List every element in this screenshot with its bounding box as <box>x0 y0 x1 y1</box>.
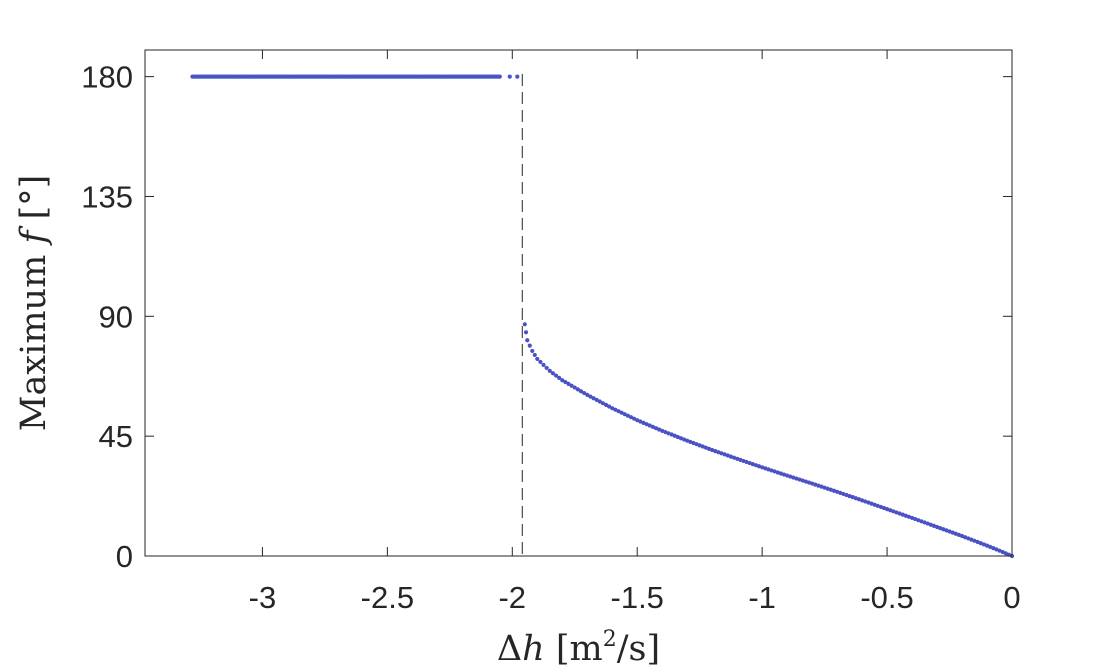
x-tick-label: -0.5 <box>860 580 913 615</box>
data-point <box>538 359 543 365</box>
data-point <box>550 371 555 376</box>
data-point <box>541 362 546 368</box>
y-tick-label: 90 <box>99 299 133 334</box>
data-point <box>597 399 602 404</box>
y-tick-label: 180 <box>81 60 133 95</box>
data-point <box>616 409 621 414</box>
y-tick-label: 0 <box>116 539 133 574</box>
data-point <box>527 343 532 348</box>
data-point <box>525 338 530 343</box>
data-point <box>610 406 615 411</box>
data-point <box>497 74 502 79</box>
data-point <box>572 385 577 390</box>
data-point <box>578 389 584 394</box>
data-point <box>560 378 565 383</box>
x-tick-label: -1 <box>748 580 776 615</box>
x-tick-label: -2 <box>498 580 526 615</box>
data-point <box>532 352 537 358</box>
data-point <box>544 365 549 371</box>
data-point <box>600 401 605 406</box>
data-point <box>613 407 618 412</box>
axis-ticks: -3 -2.5 -2 -1.5 -1 -0.5 0 0 45 90 135 180 <box>81 50 1021 615</box>
data-point <box>582 390 587 396</box>
data-point <box>603 402 609 407</box>
data-point <box>594 397 599 402</box>
data-point <box>631 416 637 421</box>
plot-box <box>144 49 1013 557</box>
x-tick-label: -2.5 <box>361 580 414 615</box>
data-point <box>535 356 540 362</box>
x-tick-label: 0 <box>1003 580 1020 615</box>
data-point <box>628 415 634 420</box>
y-tick-label: 135 <box>81 179 133 214</box>
data-point <box>569 383 574 388</box>
plot-area <box>144 49 1013 557</box>
data-point <box>566 381 571 386</box>
data-point <box>523 330 529 335</box>
data-point <box>515 74 520 79</box>
x-tick-label: -1.5 <box>611 580 664 615</box>
data-point <box>622 412 627 417</box>
data-point <box>547 368 552 374</box>
data-point <box>575 387 580 392</box>
data-point <box>619 410 624 415</box>
y-axis-label: Maximum f [°] <box>14 175 54 432</box>
data-point <box>591 396 596 401</box>
data-point <box>607 404 612 409</box>
data-point <box>522 322 527 327</box>
y-tick-label: 45 <box>99 419 133 454</box>
data-point <box>563 379 568 385</box>
data-point <box>507 74 512 79</box>
x-tick-label: -3 <box>249 580 277 615</box>
data-point <box>530 348 535 354</box>
data-point <box>588 394 593 399</box>
data-points <box>190 74 1015 559</box>
data-point <box>553 373 559 378</box>
data-point <box>557 375 562 381</box>
data-point <box>625 413 630 418</box>
x-axis-label: Δh [m2/s] <box>497 627 660 669</box>
data-point <box>585 392 590 397</box>
